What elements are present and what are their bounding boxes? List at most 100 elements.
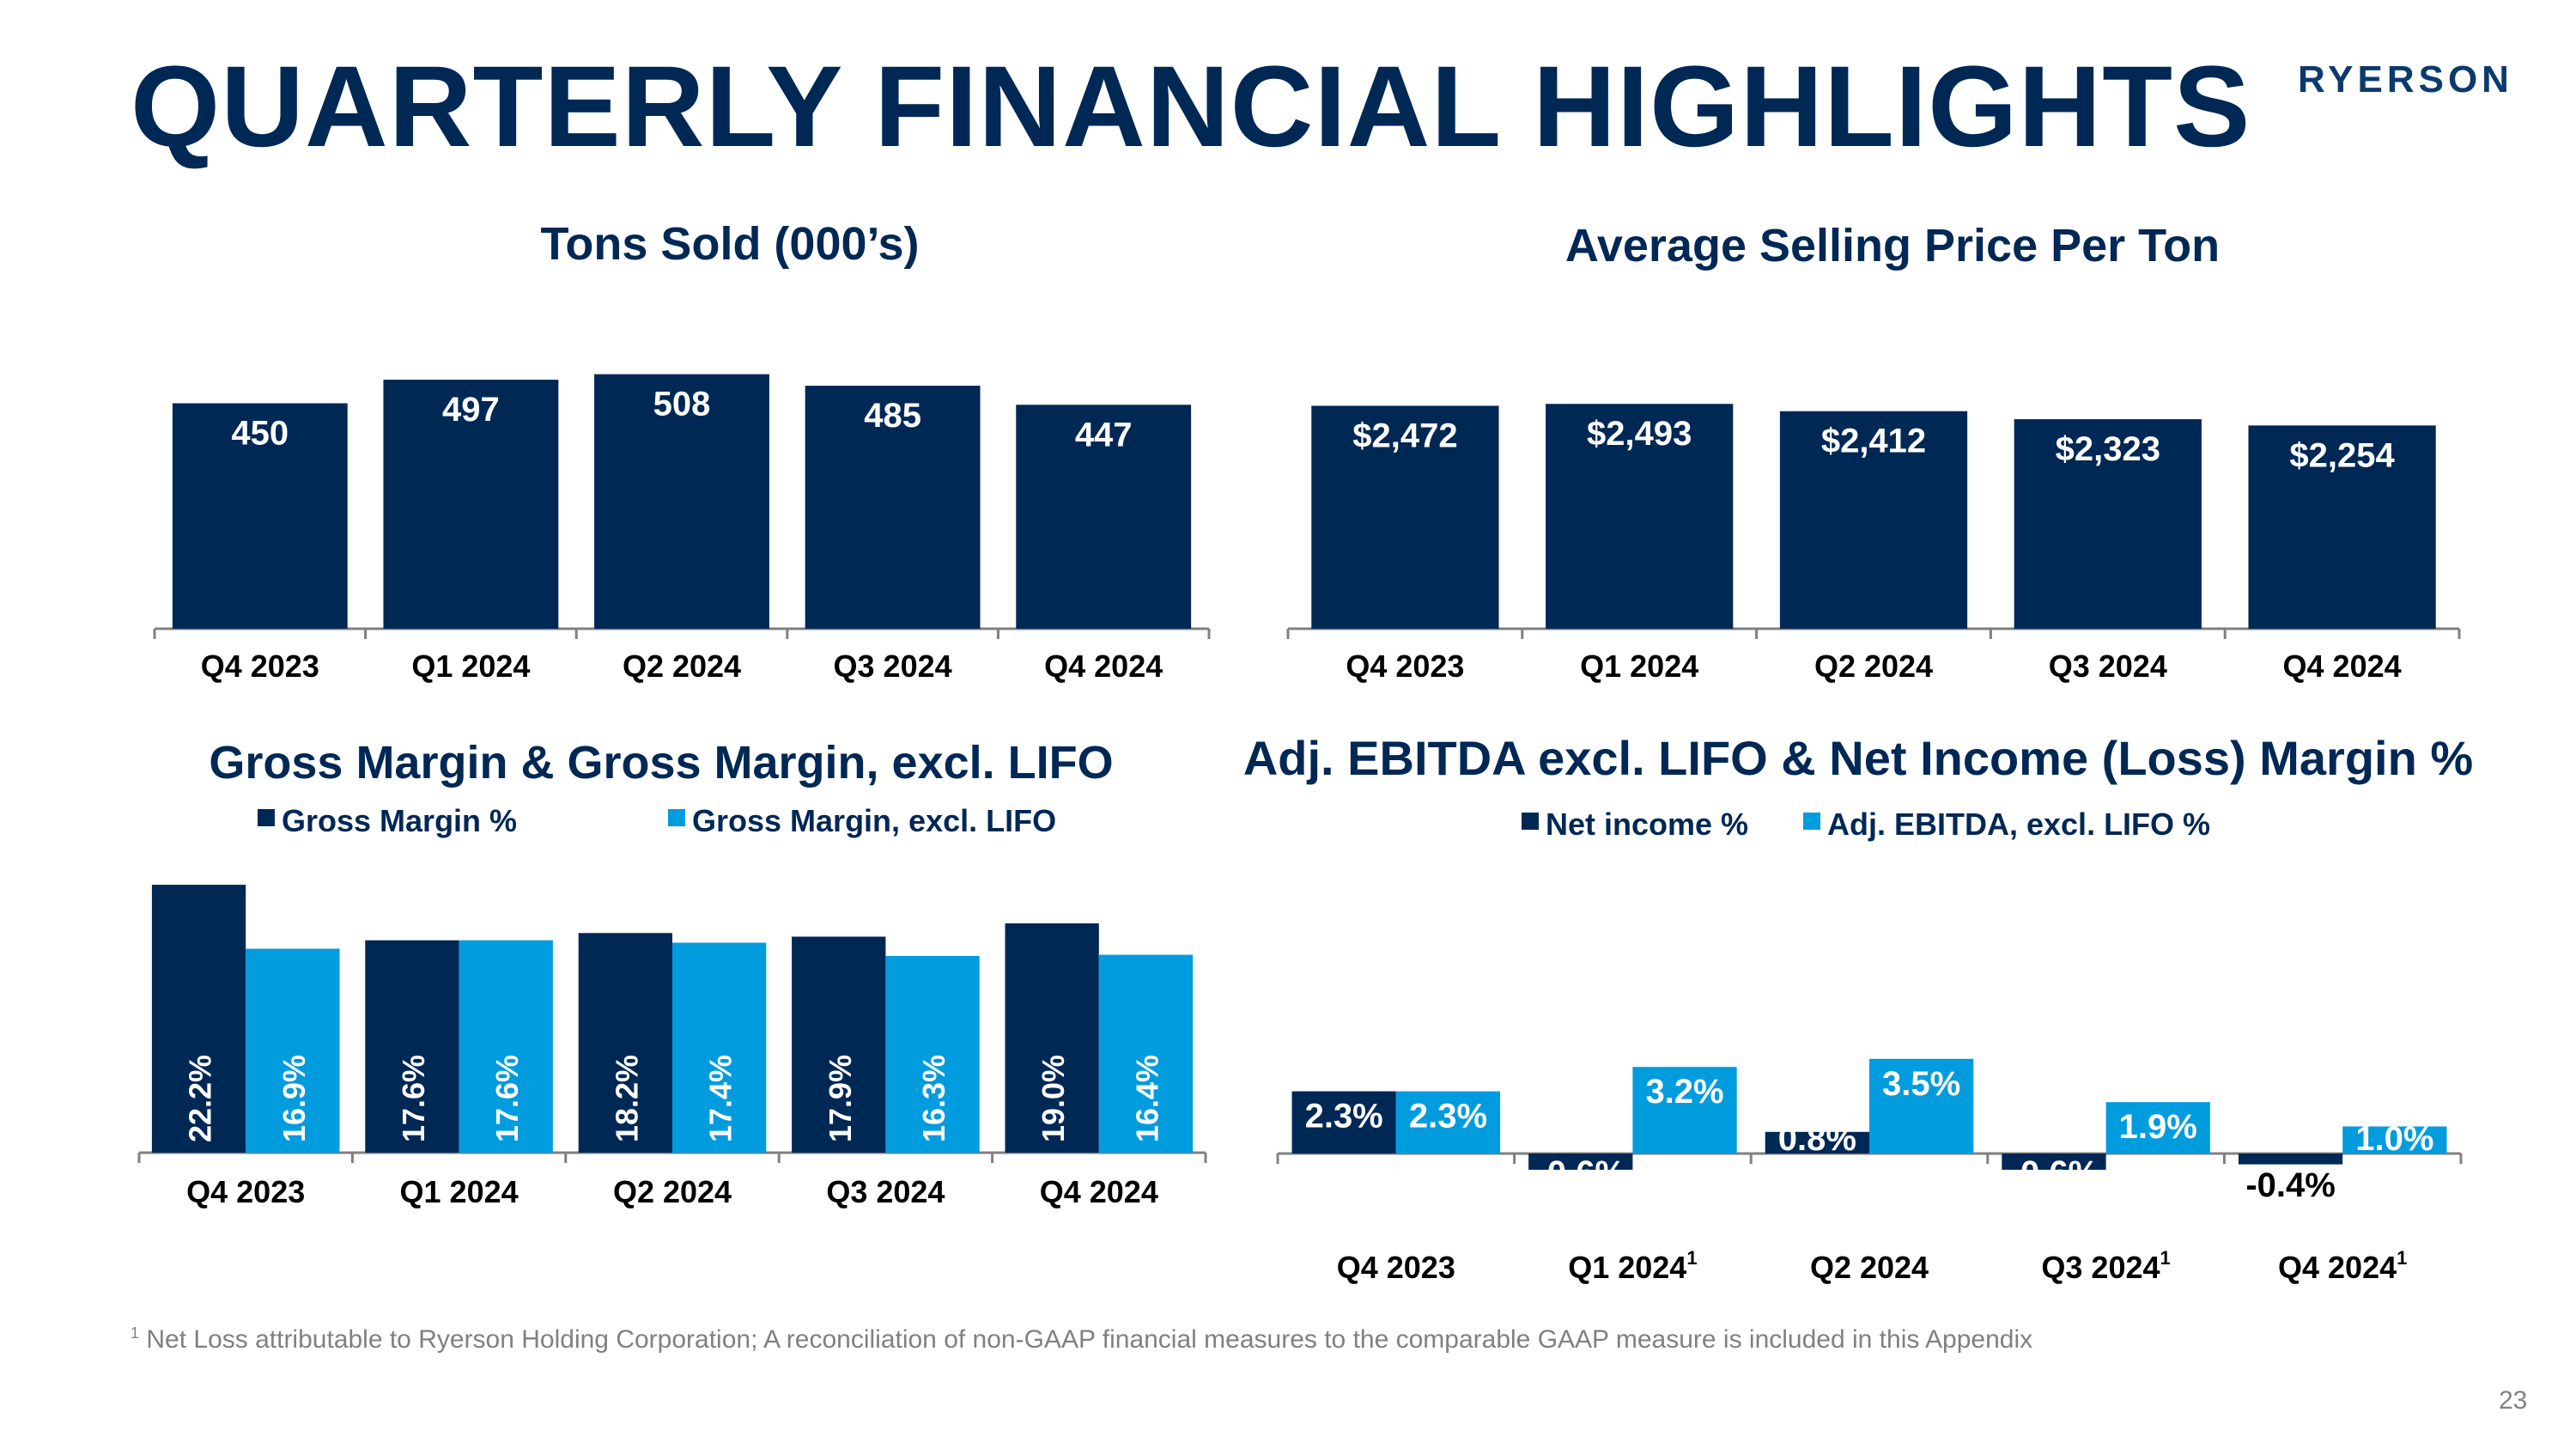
chart-title: Average Selling Price Per Ton <box>1565 220 2220 271</box>
x-tick-label: Q4 2023 <box>201 648 319 684</box>
footnote-superscript: 1 <box>2397 1247 2407 1269</box>
bar-value-label: $2,323 <box>2056 430 2160 468</box>
x-tick-label: Q2 2024 <box>1814 648 1933 684</box>
chart-title: Gross Margin & Gross Margin, excl. LIFO <box>209 737 1113 788</box>
bar-value-label: 450 <box>231 415 289 453</box>
legend-label: Net income % <box>1546 807 1748 842</box>
footnote-marker: 1 <box>131 1324 140 1342</box>
bar <box>172 403 348 629</box>
bar <box>2002 1154 2106 1170</box>
bar-value-label: $2,412 <box>1821 423 1926 460</box>
x-tick-label: Q4 2024 <box>1044 648 1163 684</box>
bar <box>459 940 553 1153</box>
x-tick-label: Q4 2023 <box>1346 648 1464 684</box>
bar-value-label: 16.9% <box>276 1055 312 1142</box>
bar <box>792 936 886 1153</box>
bar-value-label: 1.0% <box>2355 1120 2433 1158</box>
bar-value-label: $2,472 <box>1352 417 1457 454</box>
page-title: QUARTERLY FINANCIAL HIGHLIGHTS <box>131 43 2251 171</box>
chart-title: Tons Sold (000’s) <box>540 218 919 270</box>
x-tick-label: Q1 2024 <box>400 1174 519 1209</box>
bar <box>594 374 769 629</box>
bar <box>1779 411 1968 629</box>
page-number: 23 <box>2499 1386 2528 1415</box>
footnote-text: Net Loss attributable to Ryerson Holding… <box>146 1325 2033 1354</box>
bar <box>1016 405 1192 629</box>
x-tick-label: Q3 2024 <box>826 1174 945 1209</box>
bar <box>2014 419 2202 629</box>
bar-value-label: -0.6% <box>2009 1154 2099 1192</box>
bar <box>1546 404 1734 629</box>
bar <box>246 948 340 1153</box>
bar-value-label: 17.6% <box>489 1055 525 1142</box>
bar-value-label: 18.2% <box>609 1055 644 1142</box>
bar-value-label: 16.3% <box>916 1055 951 1142</box>
bar-value-label: 19.0% <box>1036 1055 1071 1142</box>
footnote: 1 Net Loss attributable to Ryerson Holdi… <box>131 1324 2032 1355</box>
bar-value-label: -0.6% <box>1536 1154 1626 1192</box>
bar-value-label: 3.5% <box>1882 1065 1960 1103</box>
legend-swatch <box>1522 813 1539 830</box>
bar-value-label: 17.6% <box>396 1055 431 1142</box>
company-logo: RYERSON <box>2298 58 2513 100</box>
bar <box>2238 1154 2343 1165</box>
x-tick-label: Q1 20241 <box>1568 1247 1697 1285</box>
x-tick-label: Q3 2024 <box>2049 648 2167 684</box>
x-tick-label: Q2 2024 <box>1810 1250 1929 1285</box>
bar <box>1005 923 1099 1153</box>
legend-swatch <box>668 809 685 826</box>
bar <box>1311 405 1499 629</box>
bar-value-label: 17.9% <box>823 1055 858 1142</box>
bar-value-label: 485 <box>864 397 921 435</box>
bar-value-label: $2,493 <box>1587 415 1692 453</box>
bar-value-label: $2,254 <box>2289 436 2395 474</box>
bar-value-label: 447 <box>1075 416 1133 454</box>
x-tick-label: Q3 20241 <box>2041 1247 2170 1285</box>
bar-value-label: 3.2% <box>1645 1073 1723 1111</box>
x-tick-label: Q4 20241 <box>2278 1247 2407 1285</box>
x-tick-label: Q2 2024 <box>623 648 741 684</box>
bar <box>1869 1058 1974 1154</box>
bar <box>672 942 767 1153</box>
bar-value-label: 497 <box>442 391 500 429</box>
bar-value-label: 508 <box>653 386 711 423</box>
bar <box>1765 1131 1869 1154</box>
x-tick-label: Q1 2024 <box>411 648 530 684</box>
bar <box>1632 1067 1737 1154</box>
bar-value-label: -0.4% <box>2245 1166 2336 1204</box>
bar <box>1291 1091 1396 1154</box>
bar <box>383 380 559 629</box>
bar <box>1098 954 1194 1153</box>
bar <box>885 955 980 1153</box>
bar-value-label: 17.4% <box>703 1055 738 1142</box>
x-tick-label: Q4 2023 <box>186 1174 305 1209</box>
bar <box>151 885 246 1153</box>
x-tick-label: Q1 2024 <box>1580 648 1698 684</box>
legend-label: Adj. EBITDA, excl. LIFO % <box>1827 807 2210 842</box>
legend-label: Gross Margin, excl. LIFO <box>692 803 1056 838</box>
bar-value-label: 16.4% <box>1129 1055 1164 1142</box>
bar <box>2248 425 2436 629</box>
bar <box>805 386 981 629</box>
legend-swatch <box>258 809 275 826</box>
footnote-superscript: 1 <box>1686 1247 1697 1269</box>
x-tick-label: Q4 2023 <box>1337 1250 1455 1285</box>
x-tick-label: Q4 2024 <box>1040 1174 1158 1209</box>
bar-value-label: 0.8% <box>1778 1120 1856 1158</box>
x-tick-label: Q3 2024 <box>834 648 952 684</box>
footnote-superscript: 1 <box>2160 1247 2171 1269</box>
bar-value-label: 2.3% <box>1305 1098 1383 1135</box>
chart-title: Adj. EBITDA excl. LIFO & Net Income (Los… <box>1243 731 2473 785</box>
bar-value-label: 22.2% <box>183 1055 218 1142</box>
bar-value-label: 1.9% <box>2119 1108 2197 1146</box>
legend-swatch <box>1803 813 1820 830</box>
legend-label: Gross Margin % <box>282 803 517 838</box>
bar <box>1395 1091 1501 1154</box>
bar <box>578 933 672 1153</box>
bar <box>2105 1102 2210 1154</box>
bar <box>1528 1154 1633 1170</box>
